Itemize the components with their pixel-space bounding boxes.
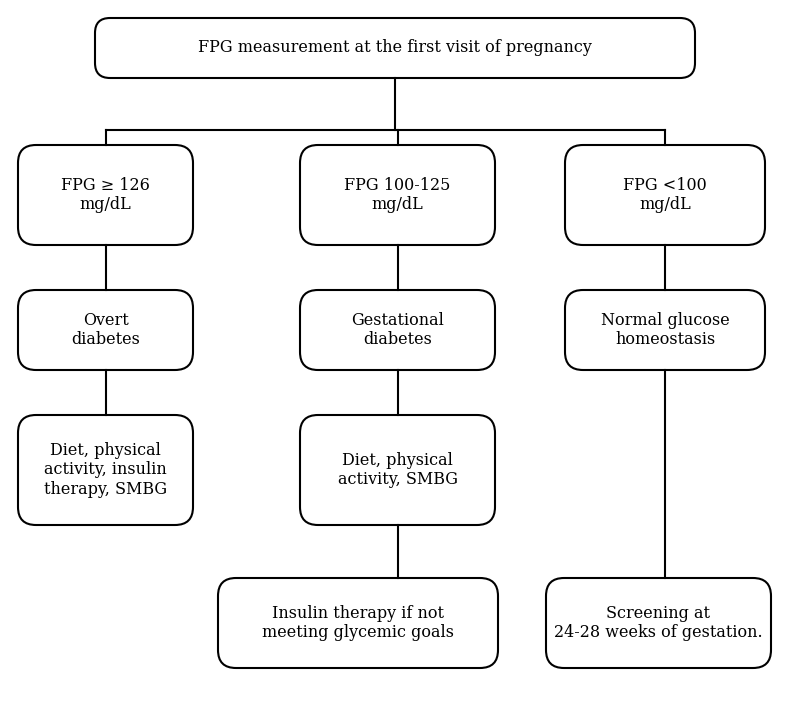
Text: FPG 100-125
mg/dL: FPG 100-125 mg/dL <box>344 177 451 214</box>
Text: FPG measurement at the first visit of pregnancy: FPG measurement at the first visit of pr… <box>198 40 592 57</box>
FancyBboxPatch shape <box>95 18 695 78</box>
FancyBboxPatch shape <box>218 578 498 668</box>
FancyBboxPatch shape <box>18 145 193 245</box>
FancyBboxPatch shape <box>300 290 495 370</box>
FancyBboxPatch shape <box>300 415 495 525</box>
FancyBboxPatch shape <box>565 145 765 245</box>
Text: Normal glucose
homeostasis: Normal glucose homeostasis <box>601 312 729 349</box>
Text: FPG ≥ 126
mg/dL: FPG ≥ 126 mg/dL <box>61 177 150 214</box>
Text: Diet, physical
activity, SMBG: Diet, physical activity, SMBG <box>338 452 457 489</box>
Text: Screening at
24-28 weeks of gestation.: Screening at 24-28 weeks of gestation. <box>554 604 763 641</box>
Text: Overt
diabetes: Overt diabetes <box>71 312 140 349</box>
Text: Gestational
diabetes: Gestational diabetes <box>351 312 444 349</box>
FancyBboxPatch shape <box>300 145 495 245</box>
FancyBboxPatch shape <box>546 578 771 668</box>
Text: FPG <100
mg/dL: FPG <100 mg/dL <box>623 177 707 214</box>
FancyBboxPatch shape <box>565 290 765 370</box>
Text: Insulin therapy if not
meeting glycemic goals: Insulin therapy if not meeting glycemic … <box>262 604 454 641</box>
FancyBboxPatch shape <box>18 415 193 525</box>
Text: Diet, physical
activity, insulin
therapy, SMBG: Diet, physical activity, insulin therapy… <box>44 442 167 498</box>
FancyBboxPatch shape <box>18 290 193 370</box>
